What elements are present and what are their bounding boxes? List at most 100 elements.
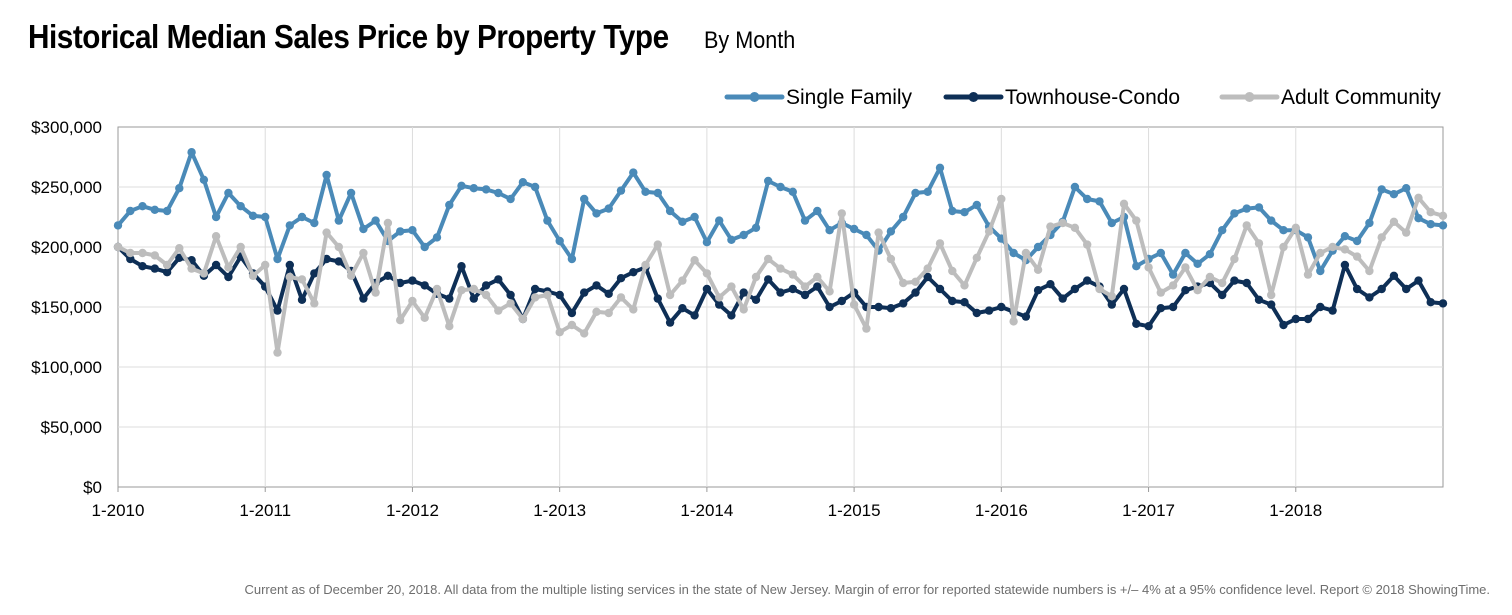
data-point: [187, 148, 196, 157]
data-point: [629, 268, 638, 277]
data-point: [359, 248, 368, 258]
data-point: [592, 209, 601, 218]
grid: [117, 126, 1444, 488]
y-tick-label: $250,000: [31, 178, 102, 197]
data-point: [935, 239, 945, 248]
data-point: [813, 206, 822, 216]
data-point: [224, 272, 233, 282]
data-point: [1107, 300, 1117, 309]
data-point: [236, 242, 245, 252]
legend-label: Townhouse-Condo: [1005, 86, 1180, 109]
data-point: [1181, 248, 1190, 258]
data-point: [1426, 298, 1435, 307]
data-point: [1254, 295, 1264, 304]
data-point: [948, 266, 957, 276]
data-point: [1132, 216, 1141, 225]
data-point: [224, 263, 233, 272]
data-point: [334, 242, 343, 252]
data-point: [1267, 300, 1276, 309]
data-point: [665, 318, 675, 327]
data-point: [1303, 233, 1313, 242]
data-point: [911, 188, 920, 198]
data-point: [1009, 248, 1018, 258]
data-point: [1279, 320, 1288, 330]
data-point: [727, 311, 736, 320]
data-point: [1414, 214, 1423, 223]
data-point: [997, 302, 1006, 312]
data-point: [1230, 276, 1239, 285]
data-point: [310, 269, 319, 278]
data-point: [1242, 204, 1251, 213]
data-point: [788, 284, 797, 294]
data-point: [984, 306, 994, 315]
data-point: [800, 282, 810, 291]
data-point: [727, 282, 736, 291]
data-point: [1279, 226, 1288, 235]
data-point: [862, 230, 871, 240]
data-point: [948, 206, 957, 216]
data-point: [641, 260, 650, 270]
data-point: [285, 272, 294, 282]
data-point: [715, 293, 724, 302]
legend-item-single-family: Single Family: [724, 86, 913, 109]
data-point: [1181, 286, 1190, 295]
data-point: [837, 296, 846, 306]
data-point: [273, 348, 282, 357]
data-point: [825, 287, 834, 296]
data-point: [1414, 276, 1423, 285]
data-point: [616, 293, 626, 302]
data-point: [1291, 314, 1301, 324]
data-point: [899, 212, 908, 222]
data-point: [1438, 221, 1448, 230]
data-point: [420, 313, 429, 322]
data-point: [1168, 281, 1178, 290]
data-point: [1254, 239, 1264, 248]
data-point: [641, 187, 650, 196]
data-point: [1181, 263, 1190, 272]
data-point: [1144, 263, 1153, 272]
data-point: [261, 260, 270, 270]
data-point: [469, 184, 478, 193]
data-point: [457, 262, 466, 271]
data-point: [285, 260, 294, 270]
data-point: [629, 168, 638, 177]
data-point: [494, 188, 503, 198]
data-point: [113, 242, 123, 252]
data-point: [469, 284, 478, 294]
data-point: [1230, 254, 1239, 264]
footer-note: Current as of December 20, 2018. All dat…: [244, 582, 1490, 597]
data-point: [138, 202, 147, 211]
data-point: [715, 300, 724, 309]
data-point: [1365, 218, 1374, 228]
data-point: [690, 212, 699, 222]
data-point: [1218, 290, 1227, 300]
data-point: [518, 178, 528, 187]
data-point: [1352, 284, 1362, 294]
data-point: [886, 227, 896, 236]
data-point: [665, 206, 675, 216]
data-point: [788, 187, 797, 196]
data-point: [211, 232, 221, 241]
data-point: [1267, 290, 1276, 300]
legend-label: Adult Community: [1281, 86, 1441, 109]
data-point: [665, 290, 675, 300]
data-point: [1414, 193, 1423, 202]
data-point: [1402, 184, 1411, 193]
data-point: [862, 324, 871, 333]
data-point: [150, 264, 159, 273]
data-point: [1070, 182, 1080, 192]
data-point: [776, 264, 785, 273]
data-point: [629, 305, 638, 314]
data-point: [1205, 272, 1215, 282]
data-point: [1119, 199, 1129, 208]
data-point: [800, 290, 810, 300]
y-tick-label: $100,000: [31, 358, 102, 377]
line-chart: $0 $50,000 $100,000 $150,000 $200,000 $250,00…: [31, 86, 1448, 520]
data-point: [567, 308, 577, 318]
data-point: [1144, 322, 1153, 331]
data-point: [1438, 299, 1448, 308]
data-point: [837, 209, 846, 218]
data-point: [408, 276, 417, 285]
data-point: [653, 240, 662, 249]
data-point: [432, 284, 442, 294]
